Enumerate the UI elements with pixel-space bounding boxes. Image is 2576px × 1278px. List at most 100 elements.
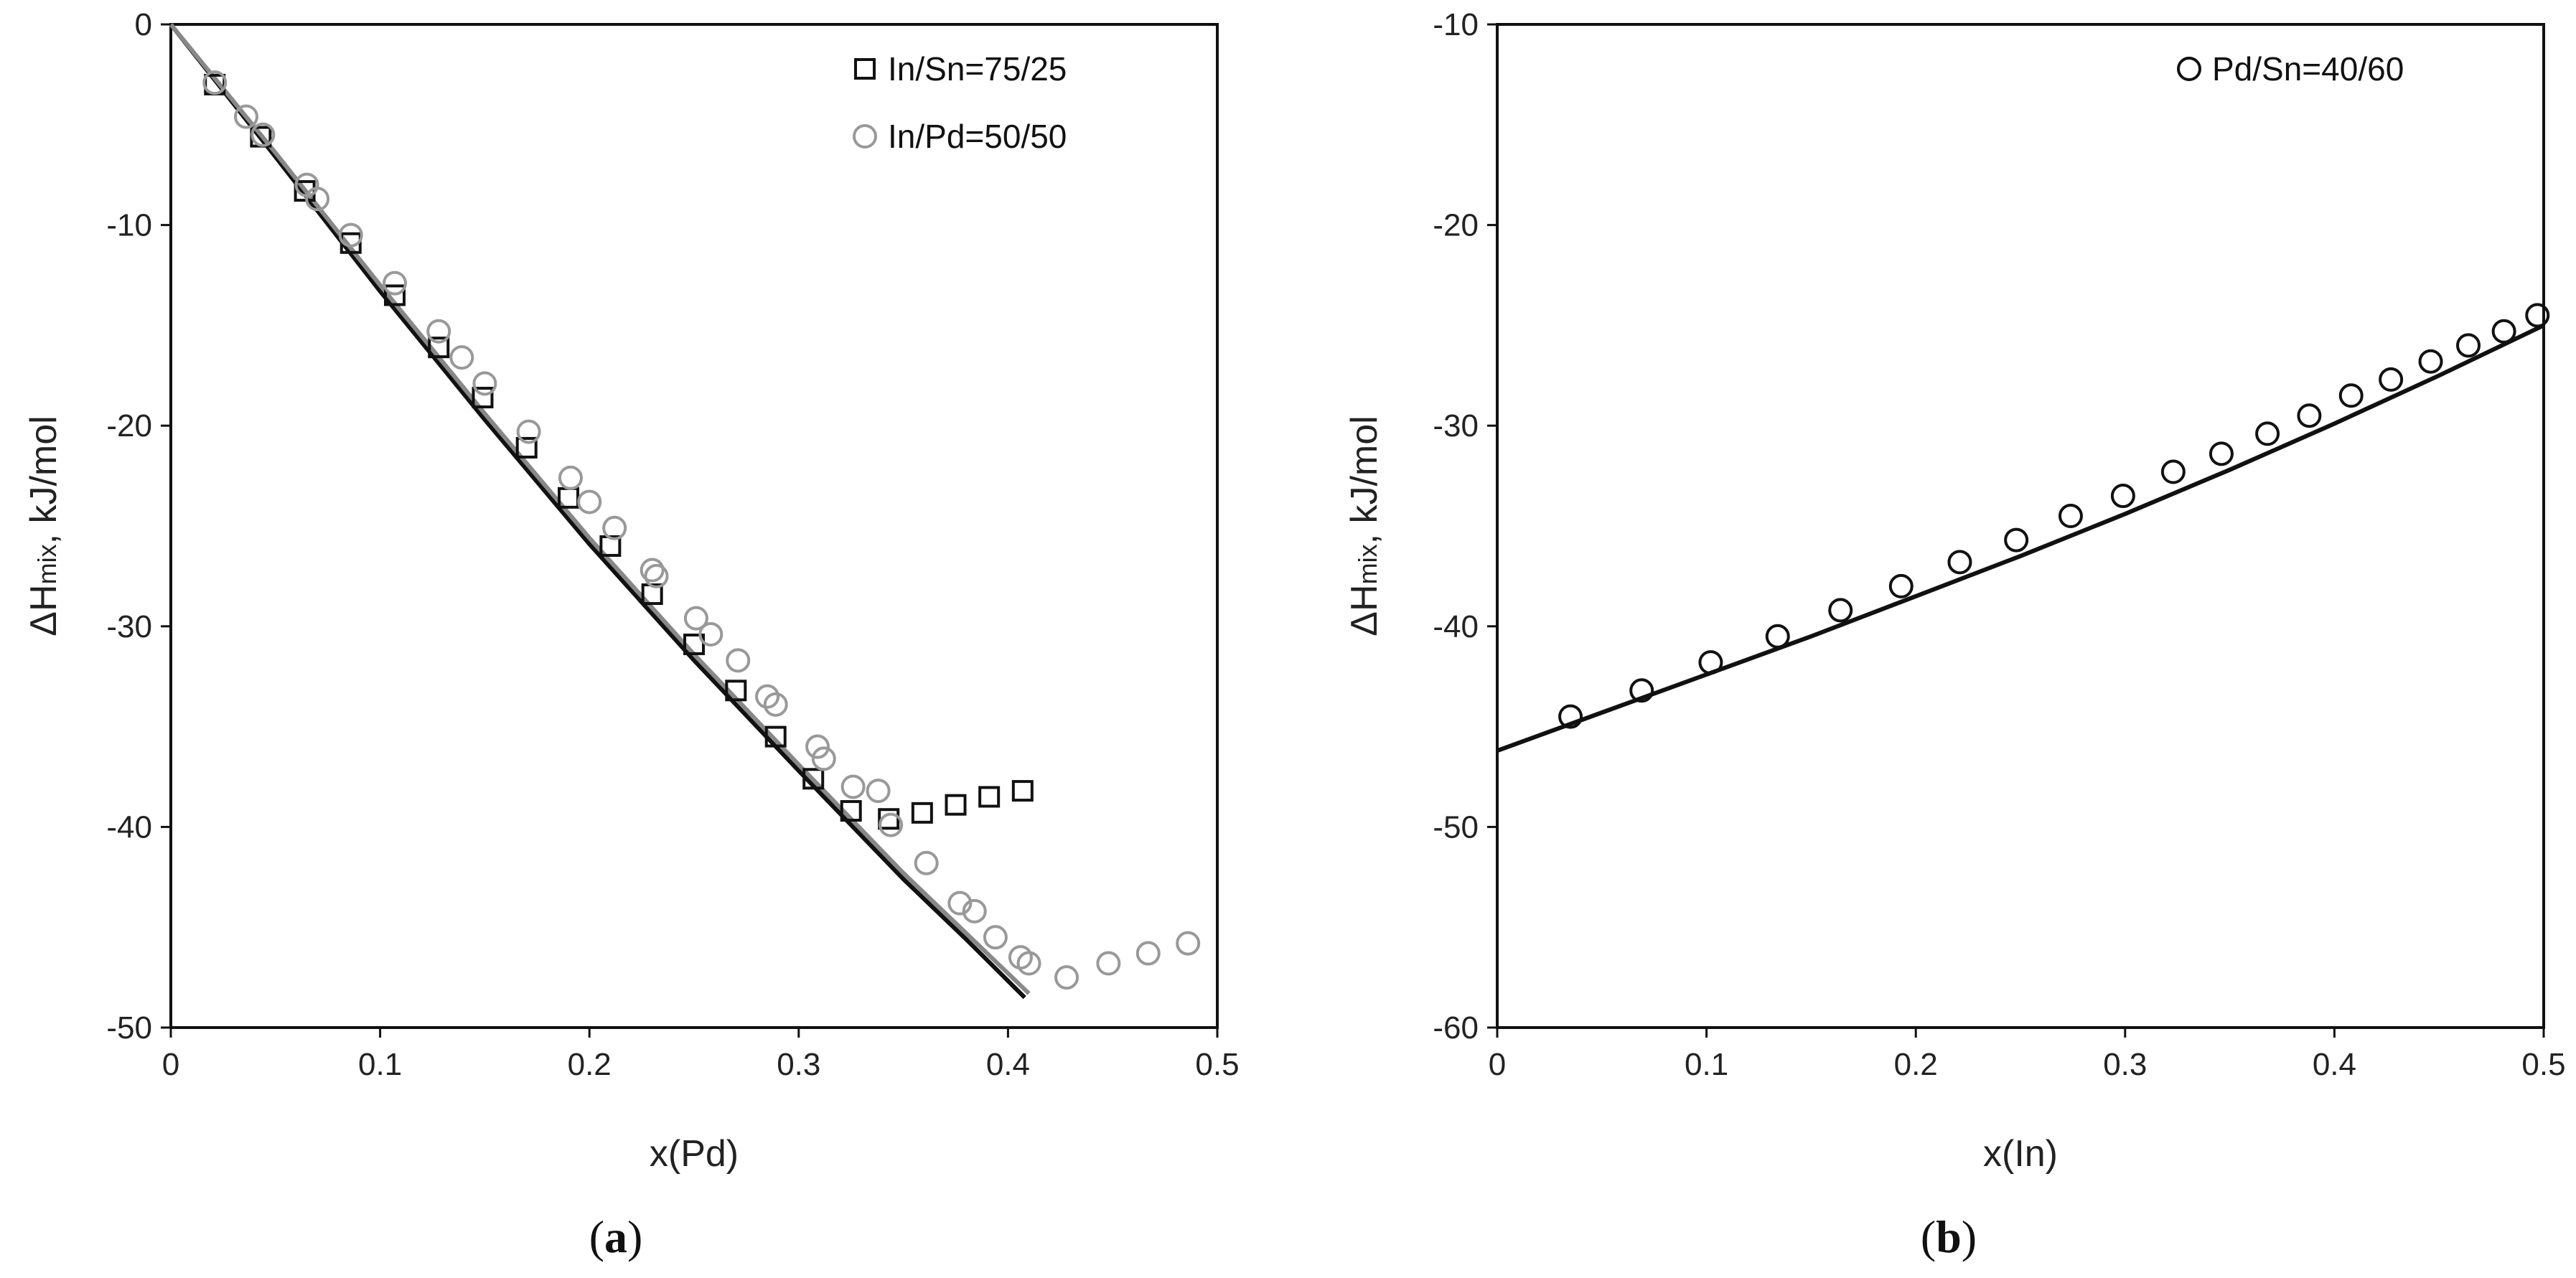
panel-b-label-open: ( [1921, 1211, 1936, 1262]
panel-a-point-in-pd-50-50 [683, 606, 708, 631]
panel-a-point-in-sn-75-25 [472, 387, 494, 409]
panel-a-point-in-pd-50-50 [914, 850, 939, 875]
panel-b-point-pd-sn-40-60 [2209, 441, 2234, 466]
panel-b-x-tick-label: 0.3 [2103, 1047, 2147, 1082]
panel-a-point-in-sn-75-25 [945, 794, 967, 816]
panel-a-point-in-pd-50-50 [1054, 965, 1079, 990]
panel-a-y-tick-label: -20 [106, 408, 152, 443]
panel-a-point-in-pd-50-50 [811, 746, 836, 771]
panel-b-label: (b) [1921, 1211, 1977, 1262]
panel-b-point-pd-sn-40-60 [1765, 624, 1790, 649]
panel-b-point-pd-sn-40-60 [1698, 650, 1723, 675]
panel-b-point-pd-sn-40-60 [2491, 319, 2516, 344]
panel-a-point-in-pd-50-50 [383, 271, 408, 296]
panel-a-y-title-sub: mix [32, 544, 62, 584]
panel-a-plot-frame [169, 23, 1219, 1029]
panel-b-y-axis-title: ΔHmix, kJ/mol [1344, 415, 1385, 636]
panel-a-x-tick-label: 0.5 [1195, 1047, 1239, 1082]
panel-a-point-in-sn-75-25 [1011, 780, 1034, 802]
panel-b-legend-label-pd-sn-40-60: Pd/Sn=40/60 [2212, 50, 2404, 88]
panel-a-point-in-sn-75-25 [515, 436, 538, 459]
panel-a-y-axis-title: ΔHmix, kJ/mol [23, 415, 65, 636]
panel-a-point-in-pd-50-50 [640, 558, 665, 583]
panel-a-point-in-pd-50-50 [305, 187, 330, 212]
panel-a-point-in-pd-50-50 [558, 465, 583, 490]
panel-a-point-in-sn-75-25 [978, 786, 1001, 808]
panel-a-model-black-curve [169, 23, 1026, 1000]
panel-b-y-tick-label: -40 [1433, 609, 1479, 644]
panel-a-point-in-sn-75-25 [384, 284, 406, 306]
panel-a-point-in-pd-50-50 [1096, 951, 1121, 976]
panel-b-y-title-sub: mix [1353, 544, 1382, 584]
panel-a-x-tick-label: 0.4 [986, 1047, 1030, 1082]
panel-a-point-in-pd-50-50 [805, 734, 830, 759]
panel-b-x-ticks: 0 0.1 0.2 0.3 0.4 0.5 [1489, 1028, 2566, 1082]
panel-b-point-pd-sn-40-60 [2525, 303, 2550, 328]
panel-b-y-tick-label: -60 [1433, 1010, 1479, 1046]
panel-a-point-in-pd-50-50 [879, 812, 904, 837]
panel-a-model-curves [169, 23, 1031, 1000]
panel-b-x-tick-label: 0 [1489, 1047, 1506, 1082]
panel-b-point-pd-sn-40-60 [1558, 704, 1583, 729]
panel-b-model-black-curve [1496, 323, 2545, 753]
panel-a-point-in-sn-75-25 [558, 487, 580, 509]
panel-b-y-title-tail: , kJ/mol [1344, 415, 1385, 544]
panel-a-point-in-pd-50-50 [866, 779, 891, 804]
panel-b-x-tick-label: 0.2 [1894, 1047, 1938, 1082]
panel-a-point-in-sn-75-25 [725, 680, 747, 702]
panel-a-point-in-pd-50-50 [962, 898, 987, 924]
panel-b-point-pd-sn-40-60 [2338, 383, 2364, 408]
panel-a-legend-label-in-pd-50-50: In/Pd=50/50 [888, 118, 1067, 155]
panel-a-point-in-pd-50-50 [1135, 941, 1161, 966]
panel-a-point-in-pd-50-50 [233, 104, 258, 129]
panel-a-x-tick-label: 0.1 [358, 1047, 402, 1082]
panel-a-x-tick-label: 0 [162, 1047, 179, 1082]
panel-b-x-tick-label: 0.5 [2521, 1047, 2565, 1082]
panel-a-point-in-sn-75-25 [764, 725, 787, 748]
panel-a-x-axis-title: x(Pd) [650, 1133, 739, 1175]
panel-a-model-gray-curve [169, 23, 1031, 995]
panel-a-point-in-pd-50-50 [726, 648, 751, 673]
panel-b-y-tick-label: -10 [1433, 7, 1479, 42]
panel-b-label-close: ) [1962, 1211, 1977, 1262]
panel-a-label-open: ( [589, 1211, 604, 1262]
panel-a-point-in-sn-75-25 [428, 337, 450, 359]
panel-a-point-in-pd-50-50 [983, 925, 1008, 950]
panel-b-point-pd-sn-40-60 [1629, 678, 1654, 703]
panel-a-x-ticks: 0 0.1 0.2 0.3 0.4 0.5 [162, 1028, 1240, 1082]
panel-a-point-in-pd-50-50 [602, 515, 627, 540]
panel-a-y-tick-label: -30 [106, 609, 152, 644]
panel-b-point-pd-sn-40-60 [2110, 484, 2135, 509]
panel-a-x-tick-label: 0.3 [777, 1047, 820, 1082]
panel-a-point-in-pd-50-50 [516, 419, 541, 444]
panel-b-y-tick-label: -30 [1433, 408, 1479, 443]
panel-b-point-pd-sn-40-60 [2004, 527, 2029, 553]
panel-a-point-in-sn-75-25 [911, 802, 933, 824]
panel-b-point-pd-sn-40-60 [1947, 550, 1972, 575]
panel-b-legend-marker-pd-sn-40-60 [2177, 57, 2201, 81]
panel-a-y-tick-label: -50 [106, 1010, 152, 1046]
panel-a-point-in-pd-50-50 [577, 489, 602, 515]
panel-a-y-ticks: 0 -10 -20 -30 -40 -50 [106, 7, 171, 1046]
panel-a-data-points [202, 70, 1201, 990]
panel-a-point-in-pd-50-50 [449, 345, 474, 370]
panel-b-y-tick-label: -50 [1433, 809, 1479, 845]
panel-a-legend-marker-in-sn-75-25 [854, 58, 876, 80]
panel-a-label-letter: a [604, 1211, 627, 1262]
panel-b-chart: 0 0.1 0.2 0.3 0.4 0.5 -10 -20 -30 -40 -50 -60 Pd/S… [1344, 7, 2566, 1262]
panel-b-point-pd-sn-40-60 [1888, 573, 1914, 598]
panel-a-point-in-sn-75-25 [339, 232, 362, 254]
panel-a-y-tick-label: -40 [106, 809, 152, 845]
panel-a-point-in-sn-75-25 [840, 800, 862, 822]
panel-b-label-letter: b [1936, 1211, 1962, 1262]
panel-a-point-in-pd-50-50 [840, 774, 866, 799]
panel-b-point-pd-sn-40-60 [2379, 367, 2404, 392]
panel-b-data-points [1558, 303, 2550, 729]
panel-a-point-in-pd-50-50 [426, 319, 451, 344]
panel-b-point-pd-sn-40-60 [2418, 349, 2443, 374]
panel-a-point-in-pd-50-50 [338, 222, 363, 248]
panel-b-y-ticks: -10 -20 -30 -40 -50 -60 [1433, 7, 1497, 1046]
panel-a-point-in-pd-50-50 [763, 692, 788, 717]
panel-a-point-in-pd-50-50 [250, 122, 276, 147]
